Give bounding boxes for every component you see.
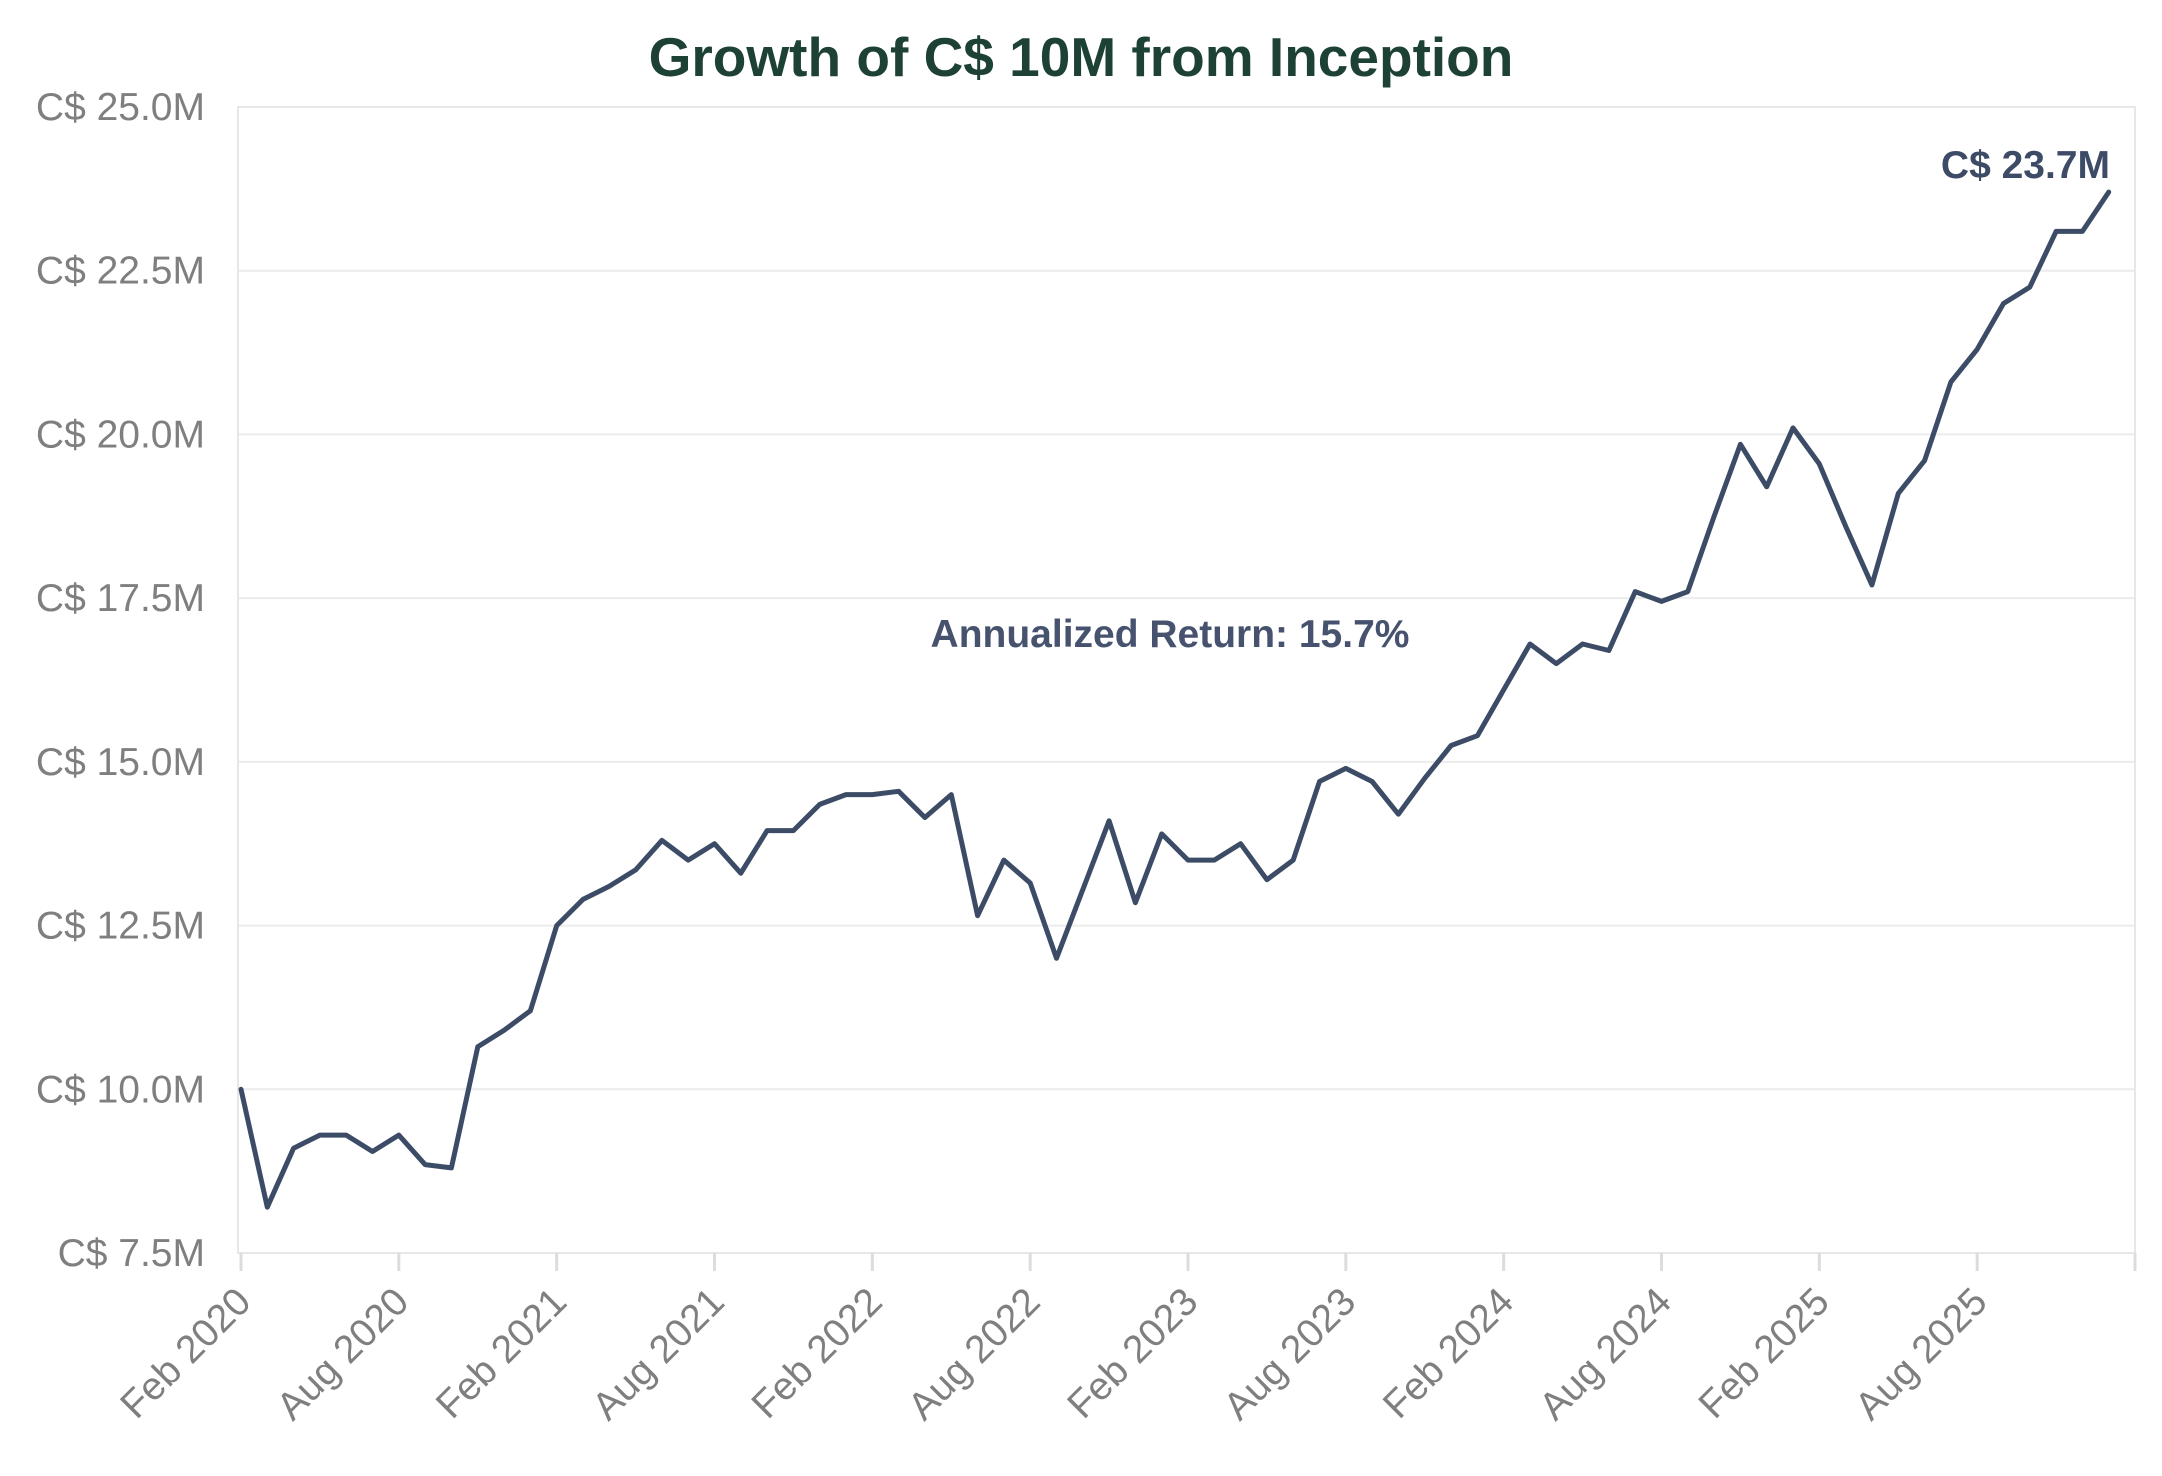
y-tick-label: C$ 7.5M bbox=[58, 1232, 205, 1275]
annualized-return-annotation: Annualized Return: 15.7% bbox=[931, 613, 1410, 656]
x-axis-ticks bbox=[239, 1253, 2137, 1271]
chart-title: Growth of C$ 10M from Inception bbox=[649, 26, 1514, 88]
x-tick-label: Feb 2020 bbox=[112, 1280, 259, 1427]
x-tick-label: Aug 2020 bbox=[269, 1280, 417, 1428]
x-tick-label: Feb 2024 bbox=[1375, 1280, 1522, 1427]
y-tick-label: C$ 25.0M bbox=[36, 86, 205, 129]
y-tick-label: C$ 10.0M bbox=[36, 1068, 205, 1111]
x-tick-label: Feb 2022 bbox=[744, 1280, 891, 1427]
x-tick-label: Aug 2025 bbox=[1847, 1280, 1995, 1428]
plot-frame bbox=[237, 106, 2136, 1254]
x-axis-labels: Feb 2020 Aug 2020 Feb 2021 Aug 2021 Feb 2022… bbox=[112, 1280, 1995, 1428]
y-tick-label: C$ 20.0M bbox=[36, 413, 205, 456]
end-value-label: C$ 23.7M bbox=[1941, 144, 2110, 187]
x-tick-label: Feb 2025 bbox=[1691, 1280, 1838, 1427]
x-tick-label: Feb 2021 bbox=[428, 1280, 575, 1427]
y-tick-label: C$ 12.5M bbox=[36, 905, 205, 948]
y-tick-label: C$ 22.5M bbox=[36, 250, 205, 293]
x-tick-label: Aug 2021 bbox=[584, 1280, 732, 1428]
y-axis-labels: C$ 25.0M C$ 22.5M C$ 20.0M C$ 17.5M C$ 15.0M… bbox=[36, 86, 205, 1275]
gridlines bbox=[238, 106, 2135, 1254]
x-tick-label: Feb 2023 bbox=[1059, 1280, 1206, 1427]
y-tick-label: C$ 15.0M bbox=[36, 741, 205, 784]
x-tick-label: Aug 2022 bbox=[900, 1280, 1048, 1428]
performance-line bbox=[238, 189, 2112, 1210]
x-tick-label: Aug 2023 bbox=[1216, 1280, 1364, 1428]
y-tick-label: C$ 17.5M bbox=[36, 577, 205, 620]
x-tick-label: Aug 2024 bbox=[1531, 1280, 1679, 1428]
